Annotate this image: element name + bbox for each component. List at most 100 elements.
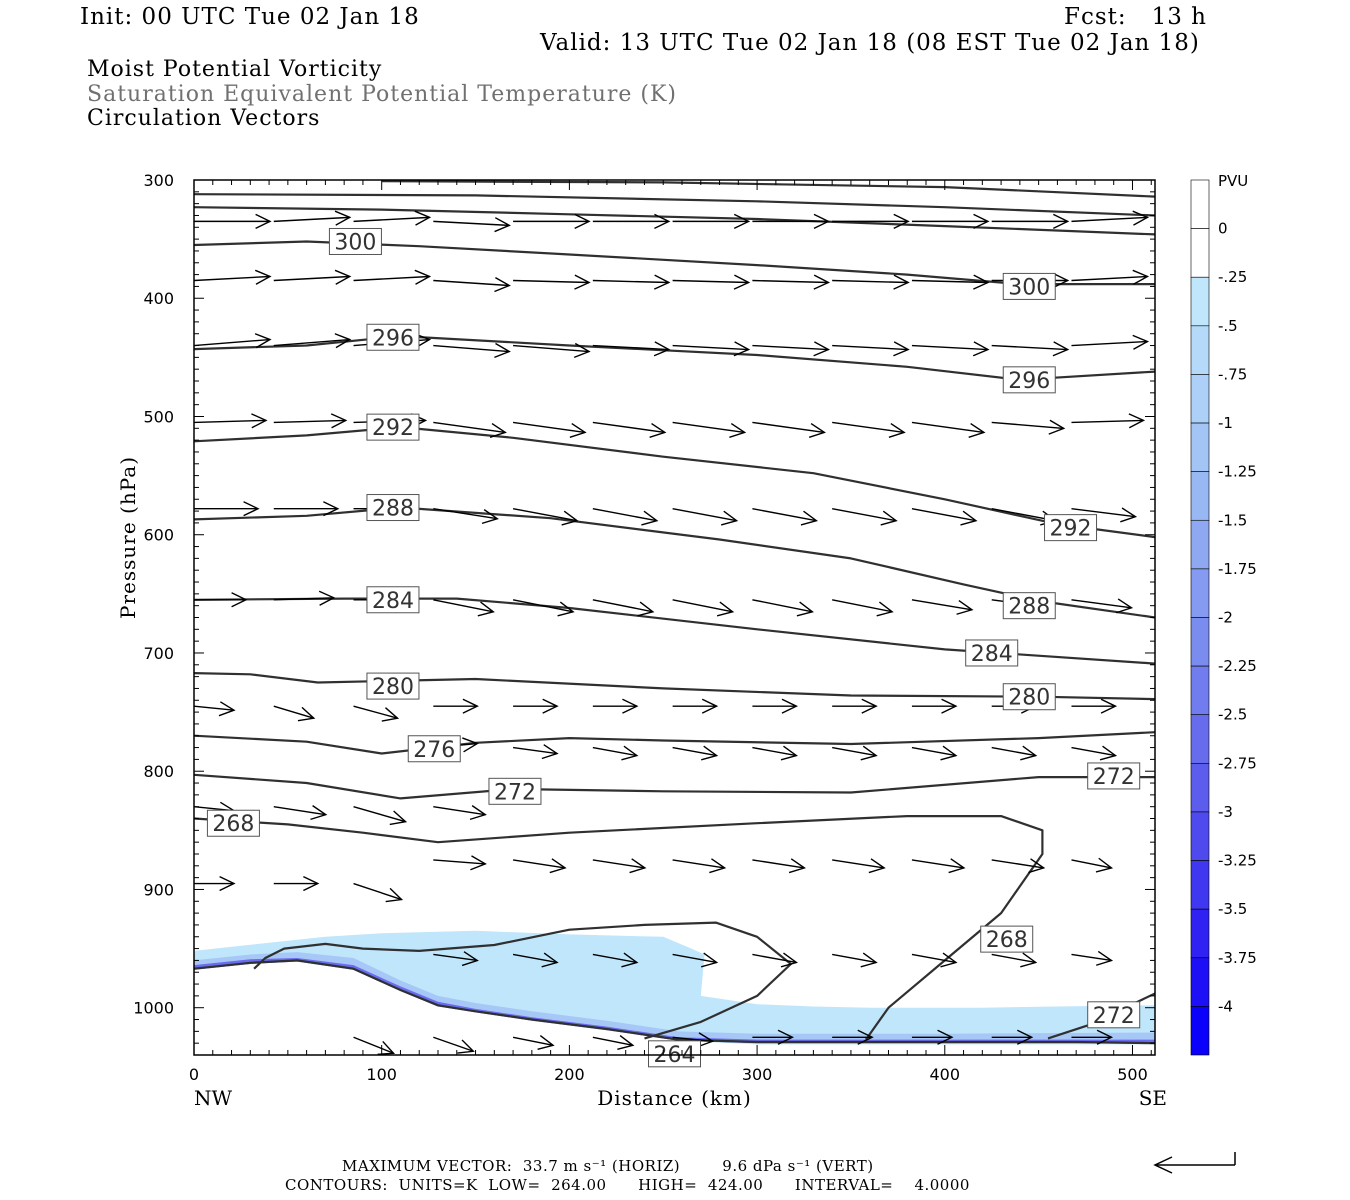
circulation-vector (911, 1029, 954, 1045)
circulation-vector (433, 805, 487, 821)
y-tick-label: 500 (143, 407, 174, 426)
circulation-vector (752, 421, 826, 438)
vector-shaft (433, 859, 486, 865)
circulation-vector (832, 599, 894, 617)
colorbar-level-label: -1.25 (1218, 463, 1257, 481)
vector-head (377, 1040, 396, 1056)
vector-head (1132, 334, 1150, 350)
vector-shaft (512, 953, 558, 964)
vector-head (1052, 213, 1070, 229)
vector-head (937, 1029, 954, 1045)
circulation-vector (273, 501, 340, 517)
vector-head (1095, 950, 1114, 966)
circulation-vector (911, 952, 958, 968)
vector-head (813, 341, 831, 357)
vector-head (1052, 272, 1070, 289)
contour-label: 284 (372, 589, 414, 614)
contour-label-box (366, 586, 420, 614)
circulation-vector (353, 269, 432, 285)
colorbar-swatch (1190, 617, 1210, 667)
vector-shaft (911, 508, 977, 522)
circulation-vector (592, 952, 639, 968)
vector-shaft (672, 859, 725, 869)
circulation-vector (193, 413, 268, 429)
vector-head (569, 422, 587, 438)
colorbar-level-label: -.5 (1218, 317, 1238, 335)
colorbar-level-label: -.75 (1218, 365, 1247, 383)
vector-head (893, 274, 910, 290)
y-tick-label: 1000 (133, 999, 174, 1018)
vector-head (549, 858, 567, 874)
vector-head (318, 590, 336, 606)
vector-head (940, 745, 958, 761)
colorbar-swatch (1190, 276, 1210, 327)
vector-shaft (592, 279, 669, 284)
vector-head (1096, 1029, 1114, 1045)
circulation-vector (273, 590, 336, 606)
theta-e-contour-284 (193, 597, 1156, 665)
colorbar-level-label: -.25 (1218, 268, 1247, 286)
vector-shaft (433, 344, 510, 353)
vector-head (334, 210, 352, 226)
circulation-vector (193, 701, 236, 717)
colorbar-swatch (1190, 568, 1210, 618)
circulation-vector (193, 333, 272, 349)
vector-head (330, 413, 348, 429)
vector-head (414, 210, 432, 226)
circulation-vector (592, 698, 639, 714)
colorbar-swatch (1190, 228, 1210, 278)
vector-head (654, 213, 671, 229)
circulation-vector (752, 213, 831, 229)
vector-head (733, 274, 751, 290)
vector-head (781, 698, 799, 714)
contour-label: 268 (212, 812, 254, 837)
vector-head (219, 875, 236, 892)
colorbar-unit: PVU (1218, 172, 1248, 190)
vector-shaft (752, 279, 829, 284)
circulation-vector (672, 698, 719, 714)
vector-head (1048, 419, 1066, 435)
vector-shaft (672, 508, 737, 522)
vector-head (1020, 745, 1038, 761)
vector-shaft (991, 859, 1044, 869)
vector-head (1116, 598, 1134, 614)
vector-head (414, 269, 432, 285)
vector-shaft (512, 421, 586, 434)
vector-head (385, 887, 404, 903)
circulation-vector (752, 1029, 795, 1045)
vector-head (1095, 857, 1114, 873)
circulation-vector (911, 274, 990, 290)
vector-shaft (832, 508, 897, 522)
vector-head (653, 341, 671, 357)
circulation-vector (513, 698, 559, 714)
vector-shaft (672, 344, 749, 351)
contour-label: 296 (1008, 369, 1050, 394)
colorbar-level-label: -2 (1218, 609, 1233, 627)
circulation-vector (752, 952, 798, 968)
contour-label-box (366, 413, 420, 441)
vector-head (960, 510, 978, 526)
circulation-vector (273, 269, 352, 285)
vector-head (1128, 413, 1146, 429)
vector-shaft (592, 1036, 633, 1046)
contour-label-box (1087, 1001, 1141, 1029)
circulation-vector (1071, 507, 1138, 523)
y-tick-label: 400 (143, 289, 174, 308)
vector-head (470, 855, 487, 871)
circulation-vector (672, 341, 751, 357)
vector-shaft (832, 953, 877, 964)
forecast-hour: Fcst: 13 h (1064, 4, 1207, 30)
circulation-vector (991, 858, 1046, 874)
colorbar-level-label: -1 (1218, 414, 1233, 432)
circulation-vector (832, 341, 910, 357)
colorbar-swatch (1190, 908, 1210, 959)
vector-shaft (911, 859, 965, 869)
circulation-vector (832, 274, 910, 290)
circulation-vector (911, 508, 978, 526)
vector-head (1132, 210, 1150, 226)
vector-shaft (433, 421, 506, 434)
circulation-vector (672, 952, 719, 968)
vector-head (494, 217, 511, 233)
vector-head (243, 501, 260, 517)
